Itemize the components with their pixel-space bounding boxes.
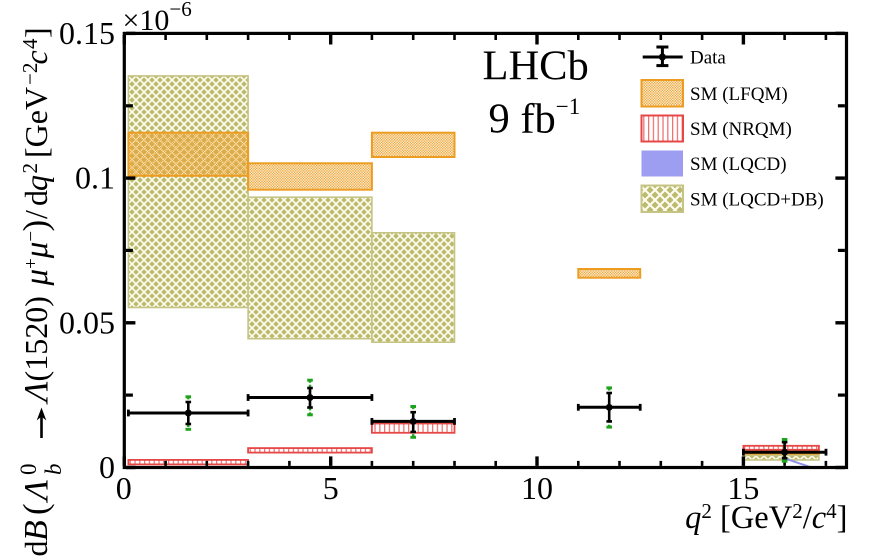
svg-text:μ+μ−: μ+μ−: [19, 231, 55, 287]
svg-text:SM (LQCD): SM (LQCD): [690, 154, 787, 175]
svg-text:15: 15: [727, 470, 759, 506]
svg-text:0: 0: [16, 464, 41, 476]
svg-text:Λ(1520): Λ(1520): [18, 296, 55, 405]
svg-text:c: c: [18, 50, 54, 64]
svg-text:LHCb: LHCb: [483, 43, 589, 90]
svg-text:2: 2: [18, 163, 42, 174]
svg-text:(: (: [16, 503, 55, 515]
svg-text:0.1: 0.1: [75, 160, 115, 196]
svg-text:q: q: [18, 175, 54, 191]
svg-text:/: /: [18, 210, 54, 219]
svg-text:SM (LQCD+DB): SM (LQCD+DB): [690, 190, 824, 211]
svg-text:5: 5: [323, 470, 339, 506]
svg-text:−2: −2: [18, 63, 42, 85]
svg-text:Data: Data: [690, 48, 726, 69]
svg-text:SM (LFQM): SM (LFQM): [690, 84, 788, 105]
svg-text:): ): [16, 220, 55, 232]
svg-text:q2 [GeV2/c4]: q2 [GeV2/c4]: [685, 499, 847, 536]
svg-text:SM (NRQM): SM (NRQM): [690, 119, 792, 140]
svg-text:0: 0: [99, 449, 115, 485]
svg-text:0: 0: [116, 470, 132, 506]
svg-text:b: b: [41, 464, 66, 476]
svg-text:d: d: [18, 190, 54, 206]
svg-text:0.15: 0.15: [59, 15, 115, 51]
svg-text:Λ: Λ: [18, 480, 55, 504]
svg-text:10: 10: [521, 470, 553, 506]
svg-text:B: B: [18, 520, 55, 541]
svg-text:d: d: [18, 541, 54, 557]
svg-text:4: 4: [18, 38, 42, 49]
svg-text:[GeV: [GeV: [18, 87, 54, 158]
svg-text:]: ]: [18, 27, 54, 38]
svg-text:0.05: 0.05: [59, 304, 115, 340]
